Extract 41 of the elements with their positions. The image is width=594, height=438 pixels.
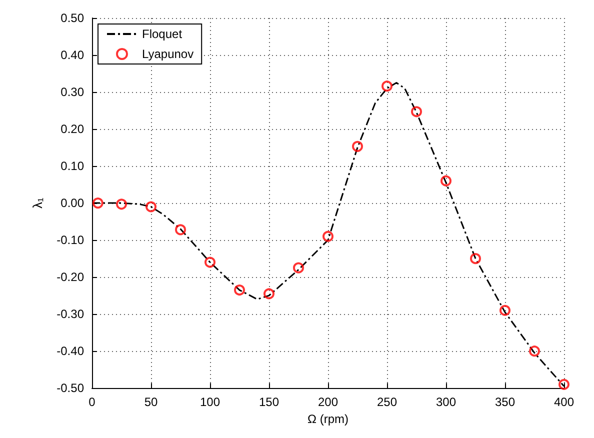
point: [558, 378, 570, 390]
x-tick-label: 250: [376, 395, 398, 410]
x-tick-label: 350: [494, 395, 516, 410]
point: [529, 346, 540, 357]
point: [204, 256, 216, 268]
x-axis-title: Ω (rpm): [308, 412, 348, 426]
y-tick-label: -0.30: [56, 307, 84, 322]
legend-label: Lyapunov: [142, 47, 194, 61]
y-tick-label: -0.10: [56, 233, 84, 248]
point: [322, 230, 334, 242]
x-tick-label: 400: [554, 395, 574, 410]
y-tick-label: 0.50: [60, 11, 84, 25]
point: [500, 304, 510, 316]
point: [411, 106, 422, 118]
y-tick-label: 0.10: [60, 159, 84, 174]
y-tick-label: -0.20: [56, 270, 84, 284]
y-tick-label: 0.00: [60, 196, 84, 210]
point: [470, 253, 481, 264]
point: [382, 80, 392, 92]
legend-label: Floquet: [142, 27, 183, 41]
point: [92, 198, 104, 209]
point: [175, 224, 186, 236]
x-tick-label: 150: [258, 395, 280, 410]
point: [293, 262, 304, 274]
y-tick-label: -0.50: [56, 381, 84, 396]
point: [146, 201, 156, 212]
x-tick-label: 100: [200, 395, 220, 410]
y-tick-label: 0.30: [60, 85, 84, 100]
point: [234, 284, 245, 296]
x-tick-label: 50: [144, 395, 158, 410]
y-tick-label: 0.20: [60, 122, 84, 136]
x-tick-label: 0: [88, 395, 96, 410]
x-tick-label: 300: [436, 395, 456, 410]
point: [264, 288, 274, 300]
y-tick-label: -0.40: [56, 344, 84, 358]
y-axis-title: λ₁: [30, 196, 45, 208]
point: [440, 175, 452, 186]
x-tick-label: 200: [318, 395, 338, 410]
point: [116, 198, 127, 210]
point: [352, 140, 363, 152]
y-tick-label: 0.40: [60, 48, 84, 62]
